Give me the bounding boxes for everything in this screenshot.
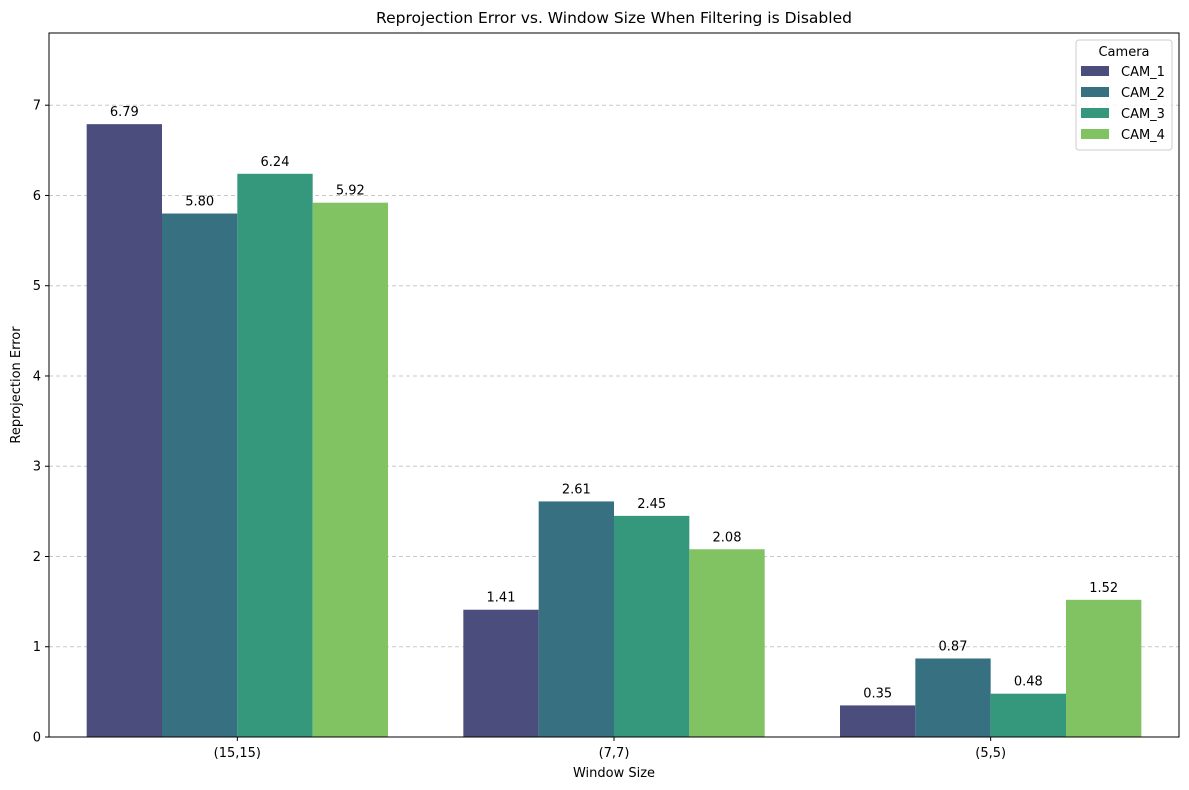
- x-axis-label: Window Size: [573, 766, 655, 781]
- legend-label: CAM_1: [1121, 65, 1165, 80]
- legend-swatch: [1081, 87, 1109, 97]
- bar-cam-1: [463, 609, 539, 737]
- data-label: 6.24: [261, 155, 290, 170]
- data-label: 1.41: [487, 591, 516, 606]
- data-label: 0.35: [863, 686, 892, 701]
- x-tick-label: (5,5): [975, 746, 1006, 761]
- bar-cam-4: [1066, 599, 1142, 737]
- bar-cam-3: [614, 515, 690, 737]
- y-tick-label: 1: [33, 640, 41, 655]
- bars: [86, 124, 1142, 738]
- y-tick-label: 5: [33, 279, 41, 294]
- bar-cam-3: [237, 173, 313, 738]
- data-label: 2.45: [637, 497, 666, 512]
- legend-label: CAM_2: [1121, 86, 1165, 101]
- legend[interactable]: Camera CAM_1 CAM_2 CAM_3 CAM_4: [1075, 39, 1173, 151]
- x-tick-label: (15,15): [214, 746, 261, 761]
- ticks: 0 1 2 3 4 5 6 7 (15,15) (7,7) (5,5): [33, 99, 1006, 761]
- bar-cam-4: [312, 202, 388, 737]
- data-label: 2.08: [713, 530, 742, 545]
- legend-label: CAM_4: [1121, 128, 1165, 143]
- bar-cam-4: [689, 549, 765, 737]
- data-label: 0.48: [1014, 675, 1043, 690]
- y-tick-label: 7: [33, 99, 41, 114]
- bar-cam-2: [538, 501, 614, 737]
- legend-swatch: [1081, 108, 1109, 118]
- bar-cam-2: [162, 213, 238, 737]
- y-tick-label: 0: [33, 731, 41, 746]
- data-label: 5.80: [185, 195, 214, 210]
- legend-swatch: [1081, 129, 1109, 139]
- data-label: 6.79: [110, 105, 139, 120]
- y-tick-label: 2: [33, 550, 41, 565]
- legend-title: Camera: [1098, 45, 1149, 60]
- bar-cam-1: [840, 705, 916, 737]
- y-tick-label: 3: [33, 460, 41, 475]
- bar-cam-3: [990, 693, 1066, 737]
- data-label: 5.92: [336, 184, 365, 199]
- data-labels: 6.79 1.41 0.35 5.80 2.61 0.87 6.24 2.45 0.48 5.92…: [110, 105, 1118, 701]
- y-axis-label: Reprojection Error: [9, 326, 24, 444]
- data-label: 0.87: [939, 639, 968, 654]
- bar-cam-2: [915, 658, 991, 737]
- y-tick-label: 4: [33, 369, 41, 384]
- chart-title: Reprojection Error vs. Window Size When …: [376, 9, 852, 27]
- bar-cam-1: [86, 124, 162, 737]
- grid-lines: [49, 104, 1179, 648]
- data-label: 1.52: [1089, 581, 1118, 596]
- legend-swatch: [1081, 66, 1109, 76]
- x-tick-label: (7,7): [599, 746, 630, 761]
- y-tick-label: 6: [33, 189, 41, 204]
- data-label: 2.61: [562, 482, 591, 497]
- legend-label: CAM_3: [1121, 107, 1165, 122]
